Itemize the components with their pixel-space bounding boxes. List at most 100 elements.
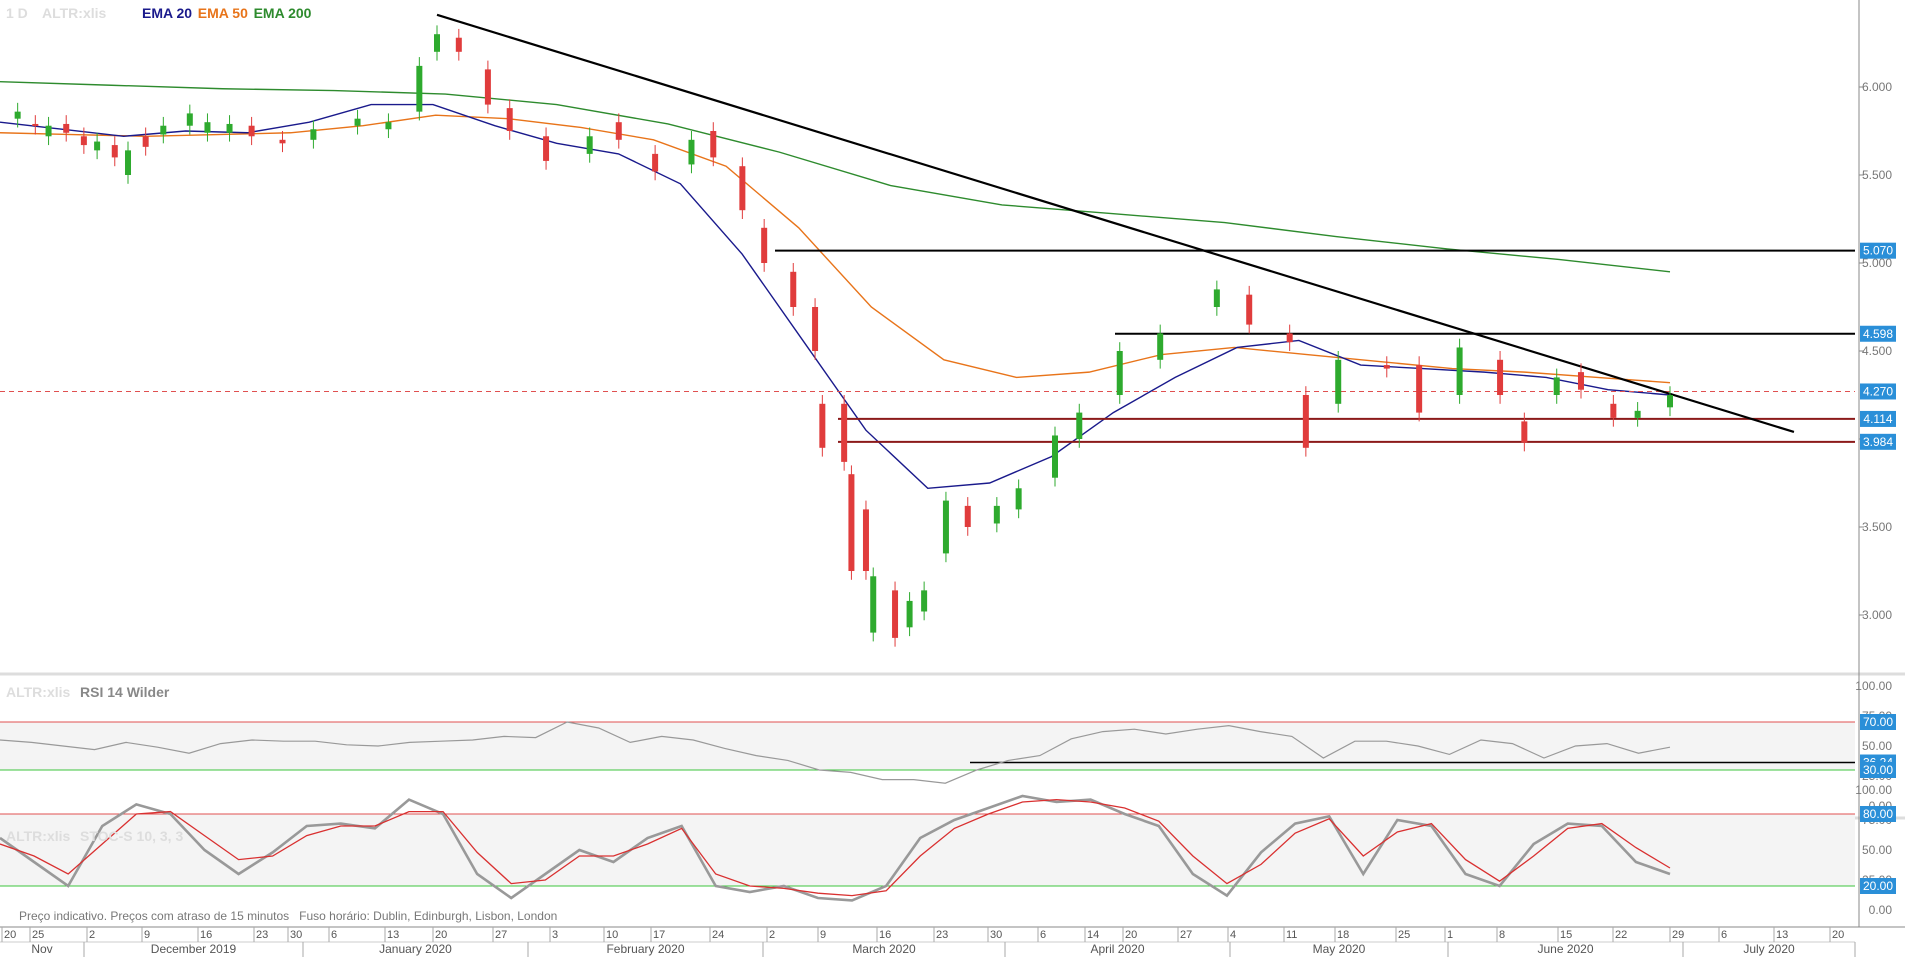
- level-badge-label: 3.984: [1863, 435, 1893, 449]
- level-badge-label: 5.070: [1863, 244, 1893, 258]
- x-month-label: January 2020: [379, 942, 452, 956]
- candle-body: [906, 600, 913, 628]
- candle-body: [32, 123, 39, 126]
- candle-body: [111, 145, 118, 158]
- stoch-k-line: [0, 794, 1671, 902]
- indicator-legend: EMA 50: [198, 5, 248, 21]
- x-month-label: Nov: [31, 942, 52, 956]
- candle-body: [310, 129, 317, 140]
- price-tick-label: 6.000: [1862, 80, 1892, 94]
- price-tick-label: 5.000: [1862, 256, 1892, 270]
- candle-body: [416, 65, 423, 112]
- ema200-line: [0, 81, 1671, 273]
- candle-body: [1553, 377, 1560, 395]
- candle-body: [870, 576, 877, 633]
- stoch-d-line: [0, 798, 1671, 897]
- candle-body: [1497, 359, 1504, 395]
- candle-body: [615, 122, 622, 140]
- candle-body: [1157, 333, 1164, 360]
- x-day-label: 16: [879, 929, 891, 941]
- x-day-label: 27: [495, 929, 507, 941]
- candle-body: [1634, 410, 1641, 418]
- stoch-badge: [1860, 878, 1896, 894]
- stoch-badge: [1860, 806, 1896, 822]
- x-day-label: 11: [1286, 929, 1297, 941]
- trendline: [436, 13, 1795, 434]
- indicator-legend: EMA 20: [142, 5, 192, 21]
- symbol-label: ALTR:xlis: [42, 5, 107, 21]
- candle-body: [45, 125, 52, 137]
- level-badge-label: 4.114: [1863, 412, 1892, 426]
- price-tick-label: 3.000: [1862, 608, 1892, 622]
- level-badge-label: 4.598: [1863, 327, 1893, 341]
- x-month-label: December 2019: [151, 942, 237, 956]
- candle-body: [892, 590, 899, 638]
- candle-body: [226, 123, 233, 133]
- ema20-line: [0, 103, 1671, 490]
- candle-body: [506, 108, 513, 131]
- x-day-label: 30: [990, 929, 1002, 941]
- candle-body: [790, 271, 797, 307]
- x-day-label: 22: [1615, 929, 1627, 941]
- candle-body: [862, 509, 869, 571]
- x-day-label: 13: [387, 929, 399, 941]
- candle-body: [354, 118, 361, 126]
- x-day-label: 20: [1125, 929, 1137, 941]
- candle-body: [125, 150, 132, 175]
- x-day-label: 24: [712, 929, 724, 941]
- indicator-legend: EMA 200: [254, 5, 312, 21]
- candle-body: [248, 125, 255, 137]
- candle-body: [688, 139, 695, 165]
- candle-body: [921, 590, 928, 612]
- x-month-label: February 2020: [606, 942, 684, 956]
- candle-body: [1416, 365, 1423, 413]
- rsi-line: [0, 721, 1671, 784]
- level-badge-label: 4.270: [1863, 384, 1893, 398]
- x-day-label: 9: [820, 929, 826, 941]
- x-day-label: 18: [1337, 929, 1349, 941]
- x-day-label: 8: [1499, 929, 1505, 941]
- price-tick-label: 5.500: [1862, 168, 1892, 182]
- candle-body: [1213, 289, 1220, 307]
- stoch-title: STOC-S 10, 3, 3: [80, 828, 183, 844]
- candle-body: [819, 403, 826, 448]
- candle-body: [80, 136, 87, 146]
- candle-body: [1116, 351, 1123, 395]
- candle-body: [710, 131, 717, 158]
- x-day-label: 15: [1560, 929, 1572, 941]
- candle-body: [385, 122, 392, 130]
- timeframe-label: 1 D: [6, 5, 28, 21]
- candle-body: [484, 69, 491, 105]
- x-day-label: 23: [256, 929, 268, 941]
- x-day-label: 25: [1398, 929, 1410, 941]
- rsi-badge: [1860, 762, 1896, 778]
- candle-body: [142, 136, 149, 147]
- price-tick-label: 3.500: [1862, 520, 1892, 534]
- x-day-label: 2: [89, 929, 95, 941]
- x-day-label: 17: [653, 929, 665, 941]
- rsi-badge-label: 30.00: [1863, 763, 1893, 777]
- x-month-label: March 2020: [852, 942, 916, 956]
- candle-body: [841, 403, 848, 462]
- candle-body: [186, 113, 193, 126]
- x-day-label: 25: [32, 929, 44, 941]
- stoch-badge-label: 20.00: [1863, 879, 1893, 893]
- x-day-label: 6: [331, 929, 337, 941]
- candle-body: [812, 307, 819, 351]
- candle-body: [1610, 403, 1617, 418]
- stoch-tick-label: 50.00: [1862, 843, 1892, 857]
- level-badge: [1860, 410, 1896, 427]
- x-day-label: 10: [606, 929, 618, 941]
- candle-body: [993, 505, 1000, 524]
- rsi-badge-label: 70.00: [1863, 715, 1893, 729]
- candle-body: [1577, 372, 1584, 390]
- candle-body: [204, 122, 211, 133]
- price-tick-label: 4.500: [1862, 344, 1892, 358]
- candle-body: [1052, 435, 1058, 478]
- candle-body: [455, 37, 462, 52]
- x-day-label: 16: [200, 929, 212, 941]
- candle-body: [1286, 333, 1293, 343]
- x-day-label: 23: [936, 929, 948, 941]
- candle-body: [652, 153, 659, 172]
